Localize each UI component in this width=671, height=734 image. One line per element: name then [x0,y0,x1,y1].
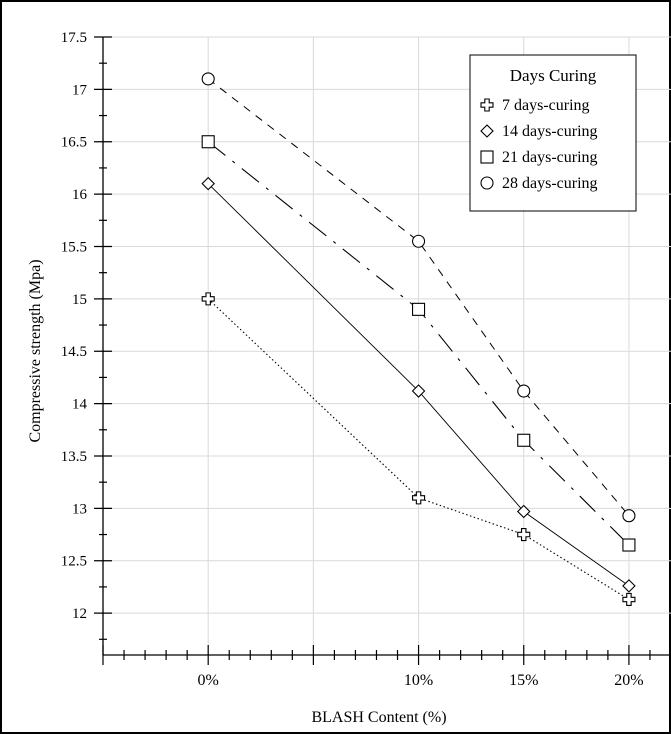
data-point [201,292,215,306]
legend-marker [480,176,494,190]
y-tick-label: 17.5 [61,30,87,46]
data-point [622,538,636,552]
data-point [517,527,531,542]
data-point [516,504,531,519]
data-point [201,72,215,86]
legend: Days Curing 7 days-curing 14 days-curing 2… [469,54,637,212]
data-point [412,234,426,248]
series-line [207,298,630,600]
axes: 12 12.5 13 13.5 14 14.5 15 15.5 16 16.5 17 17.5 0% 10… [61,30,671,689]
series-line [207,141,630,546]
y-tick-label: 15 [72,292,87,308]
y-axis-label: Compressive strength (Mpa) [27,259,44,442]
data-point [201,135,215,149]
y-tick-label: 13.5 [61,449,87,465]
legend-title: Days Curing [510,66,597,85]
data-point [517,384,531,398]
series-layer [201,72,636,607]
legend-entry-label: 7 days-curing [502,97,590,114]
legend-box [469,54,637,212]
y-tick-label: 14 [72,397,88,413]
y-tick-label: 16.5 [61,135,87,151]
data-point [622,592,636,607]
series-line [207,183,630,587]
series-4 [201,72,636,523]
y-tick-label: 12 [72,606,87,622]
legend-entry-label: 14 days-curing [502,123,598,140]
y-tick-label: 12.5 [61,554,87,570]
data-point [622,579,636,593]
legend-entry-label: 28 days-curing [502,175,598,192]
y-tick-label: 16 [72,187,88,203]
series-line [207,78,630,517]
legend-marker [480,124,494,138]
legend-entry-label: 21 days-curing [502,149,598,166]
x-axis-label: BLASH Content (%) [311,709,446,726]
series-3 [201,135,636,552]
y-tick-label: 15.5 [61,239,87,255]
data-point [411,384,426,398]
legend-marker [480,98,494,112]
series-1 [201,292,636,607]
data-point [201,176,215,191]
data-point [412,302,426,316]
x-tick-label: 10% [404,672,433,689]
x-tick-label: 0% [198,672,219,689]
x-tick-label: 15% [509,672,538,689]
data-point [412,491,426,505]
y-tick-label: 13 [72,501,87,517]
series-2 [201,176,636,593]
y-tick-label: 17 [72,82,88,98]
data-point [517,433,531,447]
data-point [622,509,636,523]
x-tick-label: 20% [614,672,643,689]
y-tick-label: 14.5 [61,344,87,360]
legend-marker [480,150,494,164]
